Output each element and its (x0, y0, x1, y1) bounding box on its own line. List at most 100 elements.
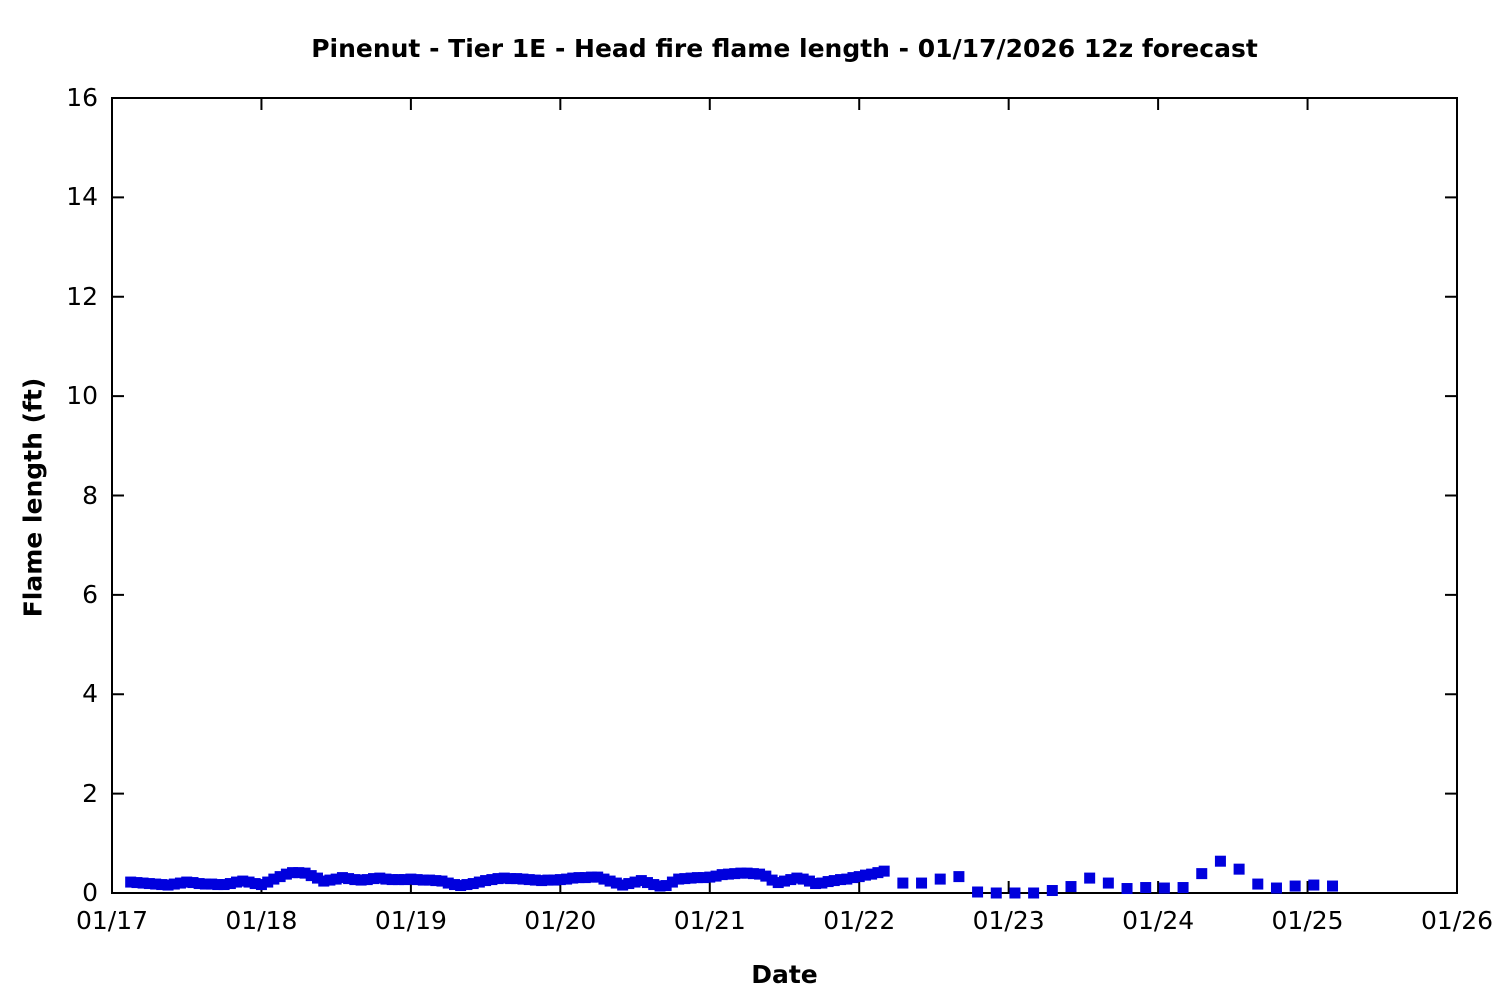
data-point (1140, 882, 1152, 894)
data-point (349, 874, 361, 886)
data-point (766, 874, 778, 886)
data-point (1308, 879, 1320, 891)
data-point (424, 874, 436, 886)
data-point (536, 875, 548, 887)
data-point (405, 873, 417, 885)
data-point (548, 874, 560, 886)
data-point (174, 877, 186, 889)
data-point (255, 879, 267, 891)
x-tick-label: 01/19 (374, 906, 447, 935)
y-tick-label: 2 (82, 778, 98, 808)
data-point (1327, 880, 1339, 892)
data-point (679, 873, 691, 885)
data-point (368, 873, 380, 885)
data-point (1065, 881, 1077, 893)
data-point (529, 874, 541, 886)
data-point (1121, 883, 1133, 895)
data-point (623, 878, 635, 890)
data-point (486, 874, 498, 886)
data-point (230, 876, 242, 888)
data-point (1009, 887, 1021, 899)
data-point (249, 878, 261, 890)
data-point (355, 874, 367, 886)
data-point (785, 874, 797, 886)
data-point (505, 873, 517, 885)
data-point (561, 873, 573, 885)
data-point (610, 877, 622, 889)
data-point (872, 867, 884, 879)
data-point (797, 873, 809, 885)
data-point (916, 877, 928, 889)
data-point (343, 873, 355, 885)
data-point (218, 879, 230, 891)
data-point (280, 868, 292, 880)
data-point (1084, 872, 1096, 884)
data-point (243, 876, 255, 888)
data-point (741, 867, 753, 879)
y-tick-label: 10 (66, 381, 98, 411)
data-point (1252, 878, 1264, 890)
data-point (511, 873, 523, 885)
data-point (324, 874, 336, 886)
data-point (953, 871, 965, 883)
data-point (573, 872, 585, 884)
data-point (691, 872, 703, 884)
data-point (772, 877, 784, 889)
data-point (897, 877, 909, 889)
x-tick-label: 01/23 (972, 906, 1045, 935)
data-point (392, 874, 404, 886)
data-point (604, 875, 616, 887)
data-point (673, 873, 685, 885)
data-point (990, 887, 1002, 899)
data-point (143, 878, 155, 890)
data-point (467, 878, 479, 890)
data-point (735, 867, 747, 879)
data-point (287, 867, 299, 879)
data-point (542, 874, 554, 886)
data-point (137, 877, 149, 889)
y-tick-label: 16 (66, 83, 98, 112)
data-point (1102, 877, 1114, 889)
data-point (336, 872, 348, 884)
data-point (305, 870, 317, 882)
data-point (1158, 882, 1170, 894)
data-point (822, 876, 834, 888)
data-point (859, 869, 871, 881)
data-point (847, 872, 859, 884)
data-point (835, 874, 847, 886)
data-point (442, 877, 454, 889)
x-tick-label: 01/18 (225, 906, 298, 935)
data-point (635, 875, 647, 887)
x-tick-label: 01/26 (1420, 906, 1494, 935)
x-tick-label: 01/24 (1122, 906, 1195, 935)
x-tick-label: 01/25 (1271, 906, 1344, 935)
data-point (268, 873, 280, 885)
y-tick-label: 6 (82, 579, 98, 609)
data-point (1270, 882, 1282, 894)
data-point (380, 873, 392, 885)
data-point (1289, 880, 1301, 892)
data-point (710, 870, 722, 882)
data-point (666, 876, 678, 888)
data-point (131, 877, 143, 889)
y-tick-label: 0 (82, 878, 98, 907)
data-point (187, 877, 199, 889)
data-point (729, 868, 741, 880)
data-point (716, 869, 728, 881)
y-tick-label: 8 (82, 480, 98, 510)
data-point (430, 875, 442, 887)
data-point (224, 878, 236, 890)
data-point (791, 872, 803, 884)
data-point (592, 871, 604, 883)
data-point (1233, 863, 1245, 875)
data-point (417, 874, 429, 886)
data-point (629, 876, 641, 888)
data-point (698, 872, 710, 884)
data-point (654, 880, 666, 892)
data-point (747, 868, 759, 880)
data-point (641, 877, 653, 889)
data-point (853, 871, 865, 883)
data-point (199, 878, 211, 890)
